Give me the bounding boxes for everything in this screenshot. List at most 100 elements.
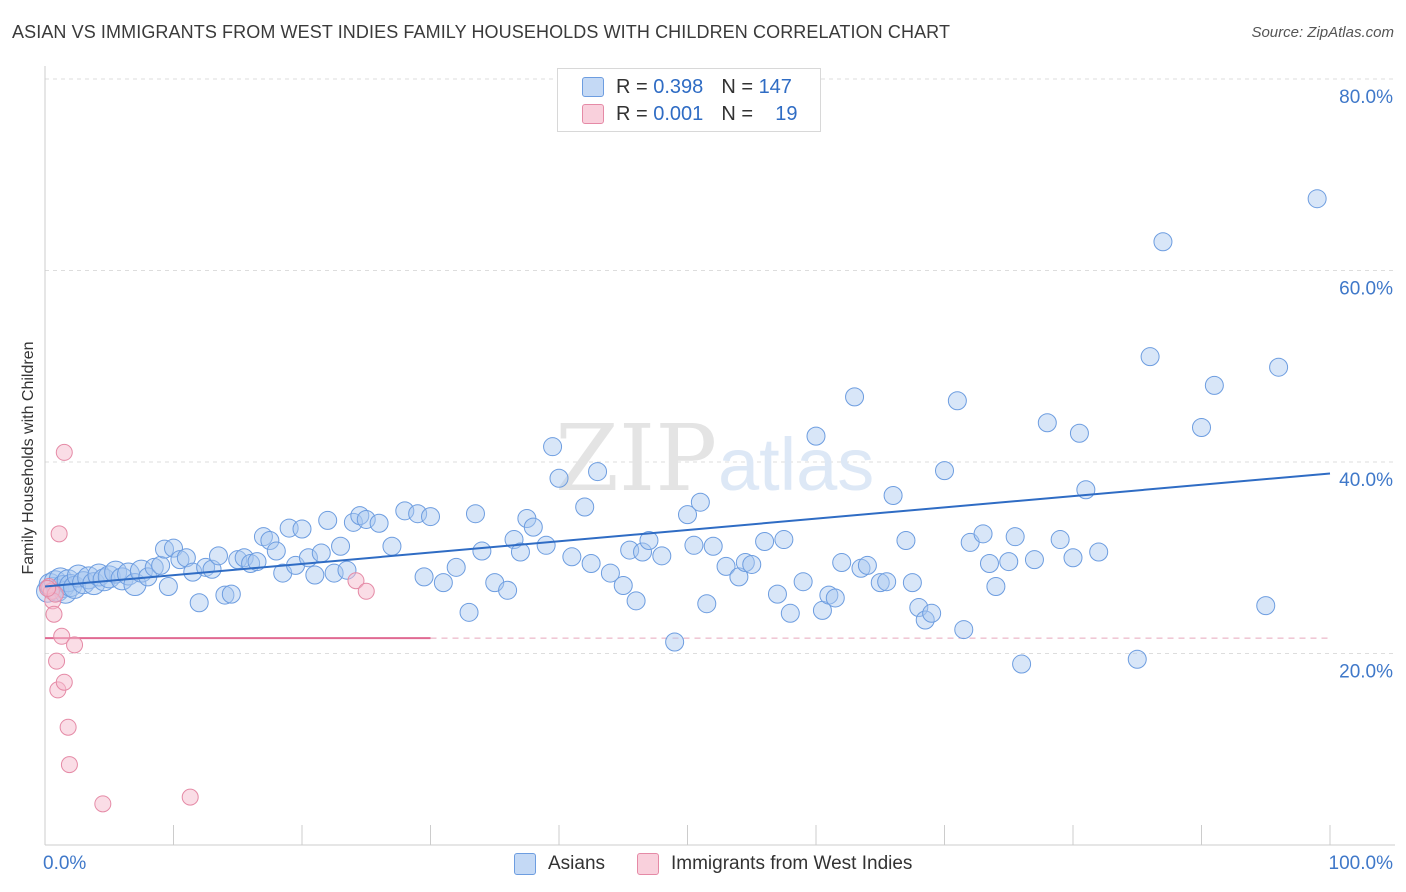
asian-point-129	[1005, 527, 1025, 547]
wi-r-label: R =	[616, 102, 648, 125]
asian-point-69	[472, 541, 492, 561]
asian-points-layer	[36, 189, 1327, 674]
asian-point-98	[735, 553, 755, 573]
asian-point-61	[395, 501, 415, 521]
asian-point-79	[562, 547, 582, 567]
asian-point-29	[170, 550, 190, 570]
asian-point-41	[247, 552, 267, 572]
asian-point-93	[690, 492, 710, 512]
bottom-legend-west-indies[interactable]: Immigrants from West Indies	[637, 852, 912, 876]
asian-point-27	[158, 576, 178, 596]
bottom-asian-label: Asians	[548, 853, 606, 874]
watermark-atlas: atlas	[718, 423, 874, 506]
axis-layer	[44, 66, 1395, 846]
asian-point-30	[176, 548, 196, 568]
asian-point-131	[1024, 550, 1044, 570]
asian-trend-line	[44, 472, 1331, 588]
asian-point-95	[703, 536, 723, 556]
asian-point-105	[806, 426, 826, 446]
asian-point-134	[1063, 548, 1083, 568]
west-indies-point-15	[181, 788, 199, 806]
y-tick-label-80: 80.0%	[1339, 87, 1393, 108]
asian-point-113	[870, 573, 890, 593]
asian-point-89	[652, 546, 672, 566]
legend-row-asians: R = 0.398 N = 147	[582, 75, 792, 99]
chart-title: ASIAN VS IMMIGRANTS FROM WEST INDIES FAM…	[12, 22, 951, 42]
asian-point-54	[331, 536, 351, 556]
asian-point-117	[902, 573, 922, 593]
west-indies-swatch	[582, 104, 604, 124]
asian-point-73	[510, 542, 530, 562]
asian-point-102	[774, 530, 794, 550]
asian-point-75	[523, 517, 543, 537]
asian-point-59	[369, 513, 389, 533]
asian-point-82	[588, 462, 608, 482]
asian-point-87	[633, 542, 653, 562]
asian-point-121	[935, 461, 954, 481]
asian-n-label: N =	[721, 75, 753, 98]
asian-point-52	[318, 510, 338, 530]
asian-point-71	[498, 580, 518, 600]
watermark-zip: ZIP	[555, 405, 717, 512]
asian-point-143	[1256, 596, 1276, 616]
asian-point-80	[575, 497, 595, 517]
asian-point-25	[151, 555, 171, 575]
asian-point-138	[1127, 649, 1147, 669]
asian-point-118	[909, 598, 929, 618]
asian-point-91	[678, 505, 697, 525]
west-indies-point-18	[39, 579, 57, 597]
asian-point-62	[408, 504, 428, 524]
asian-point-44	[266, 541, 286, 561]
west-indies-point-13	[66, 636, 84, 654]
asian-point-103	[780, 603, 800, 623]
asian-point-60	[382, 536, 402, 556]
asian-point-137	[1089, 542, 1109, 562]
asian-point-101	[767, 584, 787, 604]
asian-point-63	[414, 567, 434, 587]
asian-point-116	[896, 531, 916, 551]
asian-point-145	[1307, 189, 1327, 209]
tick-labels-layer: 20.0% 40.0% 60.0% 80.0% 0.0% 100.0%	[43, 87, 1393, 874]
west-indies-points-layer	[39, 443, 375, 813]
asian-point-139	[1140, 347, 1160, 367]
asian-swatch	[582, 77, 604, 97]
asian-point-37	[221, 584, 241, 604]
asian-point-108	[825, 588, 845, 608]
west-indies-point-14	[94, 795, 112, 813]
asian-point-67	[459, 602, 479, 622]
asian-point-53	[324, 563, 344, 583]
asian-point-110	[845, 387, 865, 407]
asian-point-66	[446, 557, 466, 577]
asian-point-114	[877, 572, 897, 592]
asian-point-109	[832, 553, 852, 573]
asian-point-96	[716, 556, 736, 576]
asian-point-51	[311, 543, 331, 563]
west-indies-point-7	[50, 525, 68, 543]
asian-point-64	[421, 507, 440, 527]
west-indies-point-9	[55, 673, 73, 691]
asian-point-130	[1012, 654, 1032, 674]
asian-point-92	[684, 535, 704, 555]
asian-point-115	[883, 486, 903, 506]
asian-point-122	[947, 391, 967, 411]
stats-legend: R = 0.398 N = 147 R = 0.001 N = 19	[557, 68, 821, 132]
asian-point-68	[465, 504, 485, 524]
asian-point-83	[600, 563, 620, 583]
asian-point-99	[742, 554, 762, 574]
asian-r-value: 0.398	[653, 75, 704, 98]
asian-point-125	[973, 524, 993, 544]
west-indies-point-8	[53, 627, 71, 645]
asian-point-144	[1269, 357, 1289, 377]
asian-point-133	[1050, 530, 1070, 550]
asian-point-18	[104, 560, 128, 584]
west-indies-point-11	[59, 718, 77, 736]
x-tick-label-min: 0.0%	[43, 853, 86, 874]
asian-point-142	[1204, 375, 1224, 395]
y-tick-label-40: 40.0%	[1339, 470, 1393, 491]
asian-point-35	[208, 546, 228, 566]
wi-n-label: N =	[721, 102, 753, 125]
west-indies-point-16	[347, 572, 365, 590]
asian-point-104	[793, 572, 813, 592]
bottom-legend-asians[interactable]: Asians	[514, 852, 605, 876]
